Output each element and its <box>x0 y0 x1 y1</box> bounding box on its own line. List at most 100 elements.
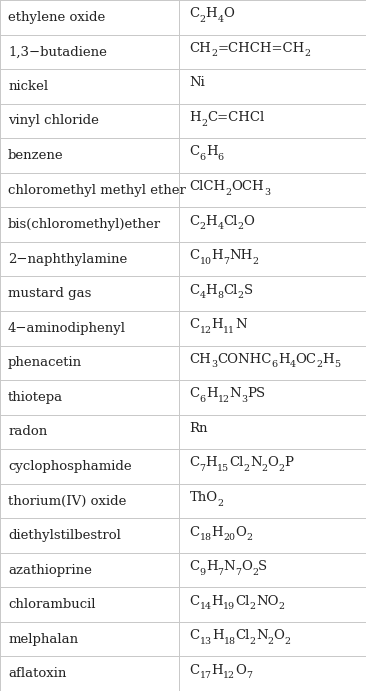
Text: 1,3−butadiene: 1,3−butadiene <box>8 46 107 58</box>
Text: O: O <box>235 664 246 676</box>
Text: C: C <box>190 215 200 227</box>
Text: 2: 2 <box>211 50 217 59</box>
Text: O: O <box>241 560 252 573</box>
Text: 2: 2 <box>278 464 284 473</box>
Text: 2: 2 <box>238 223 244 231</box>
Text: 7: 7 <box>223 257 229 266</box>
Text: 2: 2 <box>261 464 268 473</box>
Text: Cl: Cl <box>235 595 250 607</box>
Text: H: H <box>206 284 217 296</box>
Text: 7: 7 <box>246 672 252 681</box>
Text: 2: 2 <box>250 637 256 646</box>
Text: N: N <box>229 388 241 400</box>
Text: C: C <box>190 560 200 573</box>
Text: Cl: Cl <box>229 457 244 469</box>
Text: 2: 2 <box>226 188 232 197</box>
Text: 14: 14 <box>200 603 212 612</box>
Text: P: P <box>284 457 293 469</box>
Text: bis(chloromethyl)ether: bis(chloromethyl)ether <box>8 218 161 231</box>
Text: N: N <box>250 457 261 469</box>
Text: 12: 12 <box>223 672 235 681</box>
Text: ethylene oxide: ethylene oxide <box>8 11 105 23</box>
Text: O: O <box>244 215 255 227</box>
Text: 2: 2 <box>278 603 284 612</box>
Text: 2: 2 <box>246 533 252 542</box>
Text: aflatoxin: aflatoxin <box>8 668 66 680</box>
Text: 2: 2 <box>317 361 322 370</box>
Text: H: H <box>206 146 217 158</box>
Text: O: O <box>268 457 278 469</box>
Text: chlorambucil: chlorambucil <box>8 598 96 611</box>
Text: thorium(IV) oxide: thorium(IV) oxide <box>8 495 126 507</box>
Text: 2: 2 <box>218 499 224 508</box>
Text: Cl: Cl <box>223 284 238 296</box>
Text: 20: 20 <box>223 533 235 542</box>
Text: 19: 19 <box>223 603 235 612</box>
Text: CONHC: CONHC <box>217 353 272 366</box>
Text: O: O <box>273 630 284 642</box>
Text: C: C <box>190 664 200 676</box>
Text: CH: CH <box>190 42 211 55</box>
Text: 2: 2 <box>201 119 207 128</box>
Text: 2: 2 <box>268 637 273 646</box>
Text: Cl: Cl <box>235 630 250 642</box>
Text: 7: 7 <box>235 568 241 577</box>
Text: OCH: OCH <box>232 180 264 193</box>
Text: 7: 7 <box>200 464 206 473</box>
Text: C: C <box>190 8 200 20</box>
Text: Cl: Cl <box>223 215 238 227</box>
Text: OC: OC <box>296 353 317 366</box>
Text: CH: CH <box>190 353 211 366</box>
Text: 2: 2 <box>250 603 256 612</box>
Text: 3: 3 <box>264 188 270 197</box>
Text: H: H <box>212 664 223 676</box>
Text: H: H <box>212 319 223 331</box>
Text: C=CHCl: C=CHCl <box>207 111 265 124</box>
Text: 6: 6 <box>200 153 206 162</box>
Text: H: H <box>212 249 223 262</box>
Text: H: H <box>278 353 290 366</box>
Text: mustard gas: mustard gas <box>8 287 92 300</box>
Text: 6: 6 <box>200 395 206 404</box>
Text: 2: 2 <box>238 292 244 301</box>
Text: phenacetin: phenacetin <box>8 357 82 369</box>
Text: 2: 2 <box>200 223 206 231</box>
Text: 3: 3 <box>241 395 247 404</box>
Text: 4−aminodiphenyl: 4−aminodiphenyl <box>8 322 126 334</box>
Text: H: H <box>212 526 223 538</box>
Text: O: O <box>235 526 246 538</box>
Text: 2: 2 <box>305 50 311 59</box>
Text: 2−naphthylamine: 2−naphthylamine <box>8 253 127 265</box>
Text: 12: 12 <box>217 395 229 404</box>
Text: 11: 11 <box>223 326 235 335</box>
Text: S: S <box>258 560 267 573</box>
Text: 15: 15 <box>217 464 229 473</box>
Text: cyclophosphamide: cyclophosphamide <box>8 460 132 473</box>
Text: 2: 2 <box>244 464 250 473</box>
Text: radon: radon <box>8 426 47 438</box>
Text: H: H <box>206 457 217 469</box>
Text: azathioprine: azathioprine <box>8 564 92 576</box>
Text: 4: 4 <box>217 15 223 24</box>
Text: C: C <box>190 388 200 400</box>
Text: =CHCH=CH: =CHCH=CH <box>217 42 305 55</box>
Text: Ni: Ni <box>190 77 205 89</box>
Text: C: C <box>190 249 200 262</box>
Text: PS: PS <box>247 388 265 400</box>
Text: diethylstilbestrol: diethylstilbestrol <box>8 529 121 542</box>
Text: H: H <box>190 111 201 124</box>
Text: H: H <box>212 595 223 607</box>
Text: 17: 17 <box>200 672 212 681</box>
Text: N: N <box>224 560 235 573</box>
Text: chloromethyl methyl ether: chloromethyl methyl ether <box>8 184 186 196</box>
Text: C: C <box>190 319 200 331</box>
Text: 18: 18 <box>224 637 235 646</box>
Text: 5: 5 <box>334 361 340 370</box>
Text: C: C <box>190 146 200 158</box>
Text: C: C <box>190 630 200 642</box>
Text: C: C <box>190 595 200 607</box>
Text: S: S <box>244 284 253 296</box>
Text: 2: 2 <box>253 257 259 266</box>
Text: 10: 10 <box>200 257 212 266</box>
Text: 8: 8 <box>217 292 223 301</box>
